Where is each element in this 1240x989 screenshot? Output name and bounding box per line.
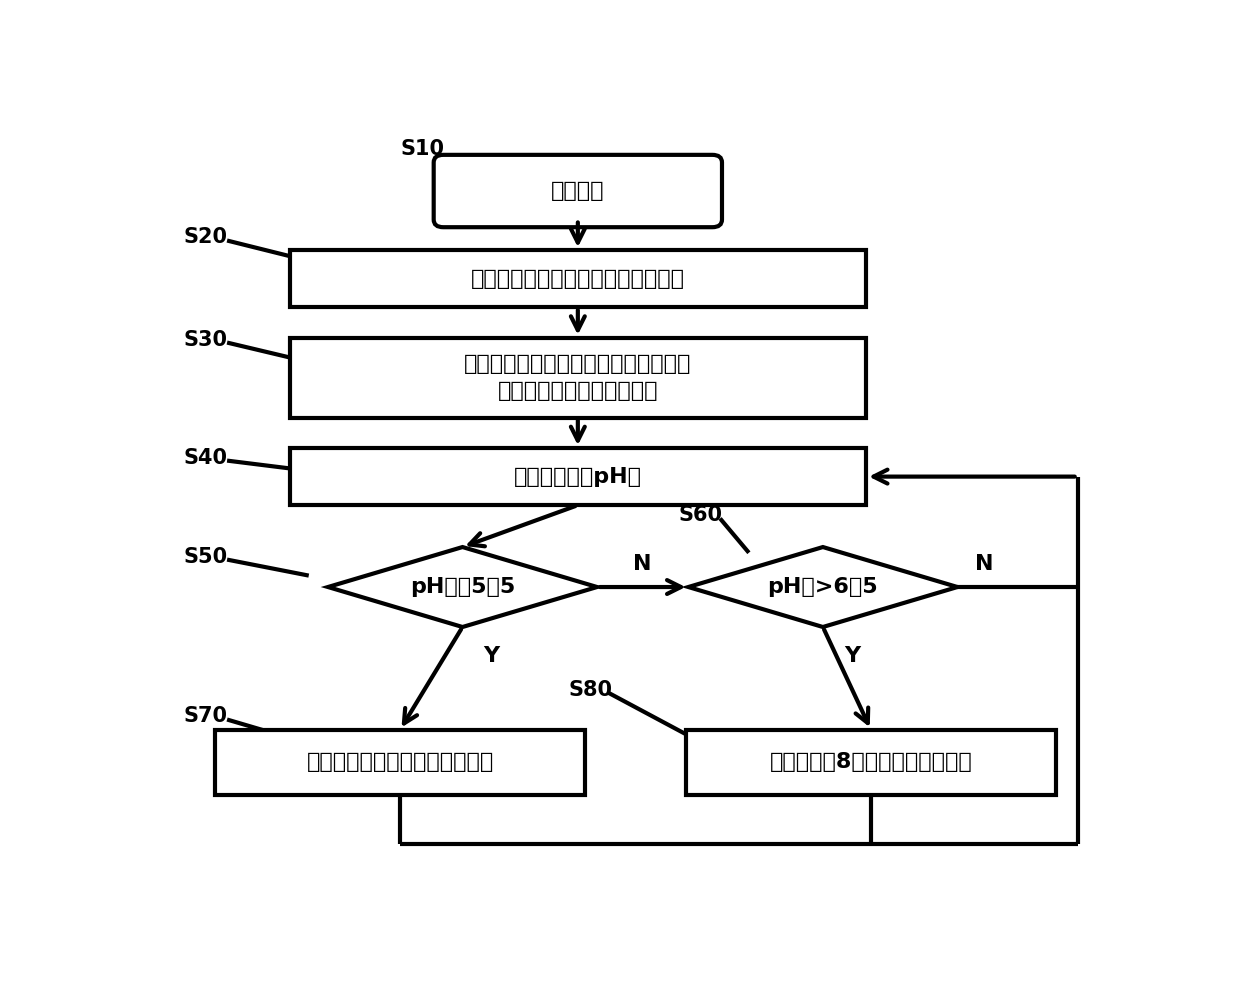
Text: S30: S30 [184, 329, 228, 349]
FancyBboxPatch shape [215, 730, 585, 794]
Text: S20: S20 [184, 226, 228, 246]
Polygon shape [688, 547, 957, 627]
Text: 使用开始: 使用开始 [551, 181, 605, 201]
Text: S70: S70 [184, 706, 228, 727]
Text: 计算确定出配方中各类营养元素含量: 计算确定出配方中各类营养元素含量 [471, 269, 684, 289]
FancyBboxPatch shape [290, 448, 866, 505]
Text: S50: S50 [184, 547, 228, 567]
FancyBboxPatch shape [290, 250, 866, 308]
Text: pH值>6．5: pH值>6．5 [768, 577, 878, 597]
FancyBboxPatch shape [290, 337, 866, 417]
Text: 根据营养液总量及比例计算软水、氧化
电位水和营养元素各自数量: 根据营养液总量及比例计算软水、氧化 电位水和营养元素各自数量 [464, 354, 692, 401]
Text: S40: S40 [184, 448, 228, 468]
Text: 检测到营养液pH值: 检测到营养液pH值 [513, 467, 642, 487]
Polygon shape [327, 547, 596, 627]
Text: pH值＜5．5: pH值＜5．5 [410, 577, 515, 597]
Text: 向营养液池中添加少量的碱性水: 向营养液池中添加少量的碱性水 [306, 753, 494, 772]
Text: Y: Y [844, 646, 861, 666]
Text: S60: S60 [678, 504, 723, 525]
Text: N: N [975, 554, 993, 575]
Text: N: N [634, 554, 652, 575]
Text: S10: S10 [401, 139, 444, 159]
FancyBboxPatch shape [686, 730, 1056, 794]
Text: 向营养液池8中添加少量的酸性水: 向营养液池8中添加少量的酸性水 [770, 753, 972, 772]
Text: Y: Y [484, 646, 500, 666]
Text: S80: S80 [568, 679, 613, 700]
FancyBboxPatch shape [434, 155, 722, 227]
